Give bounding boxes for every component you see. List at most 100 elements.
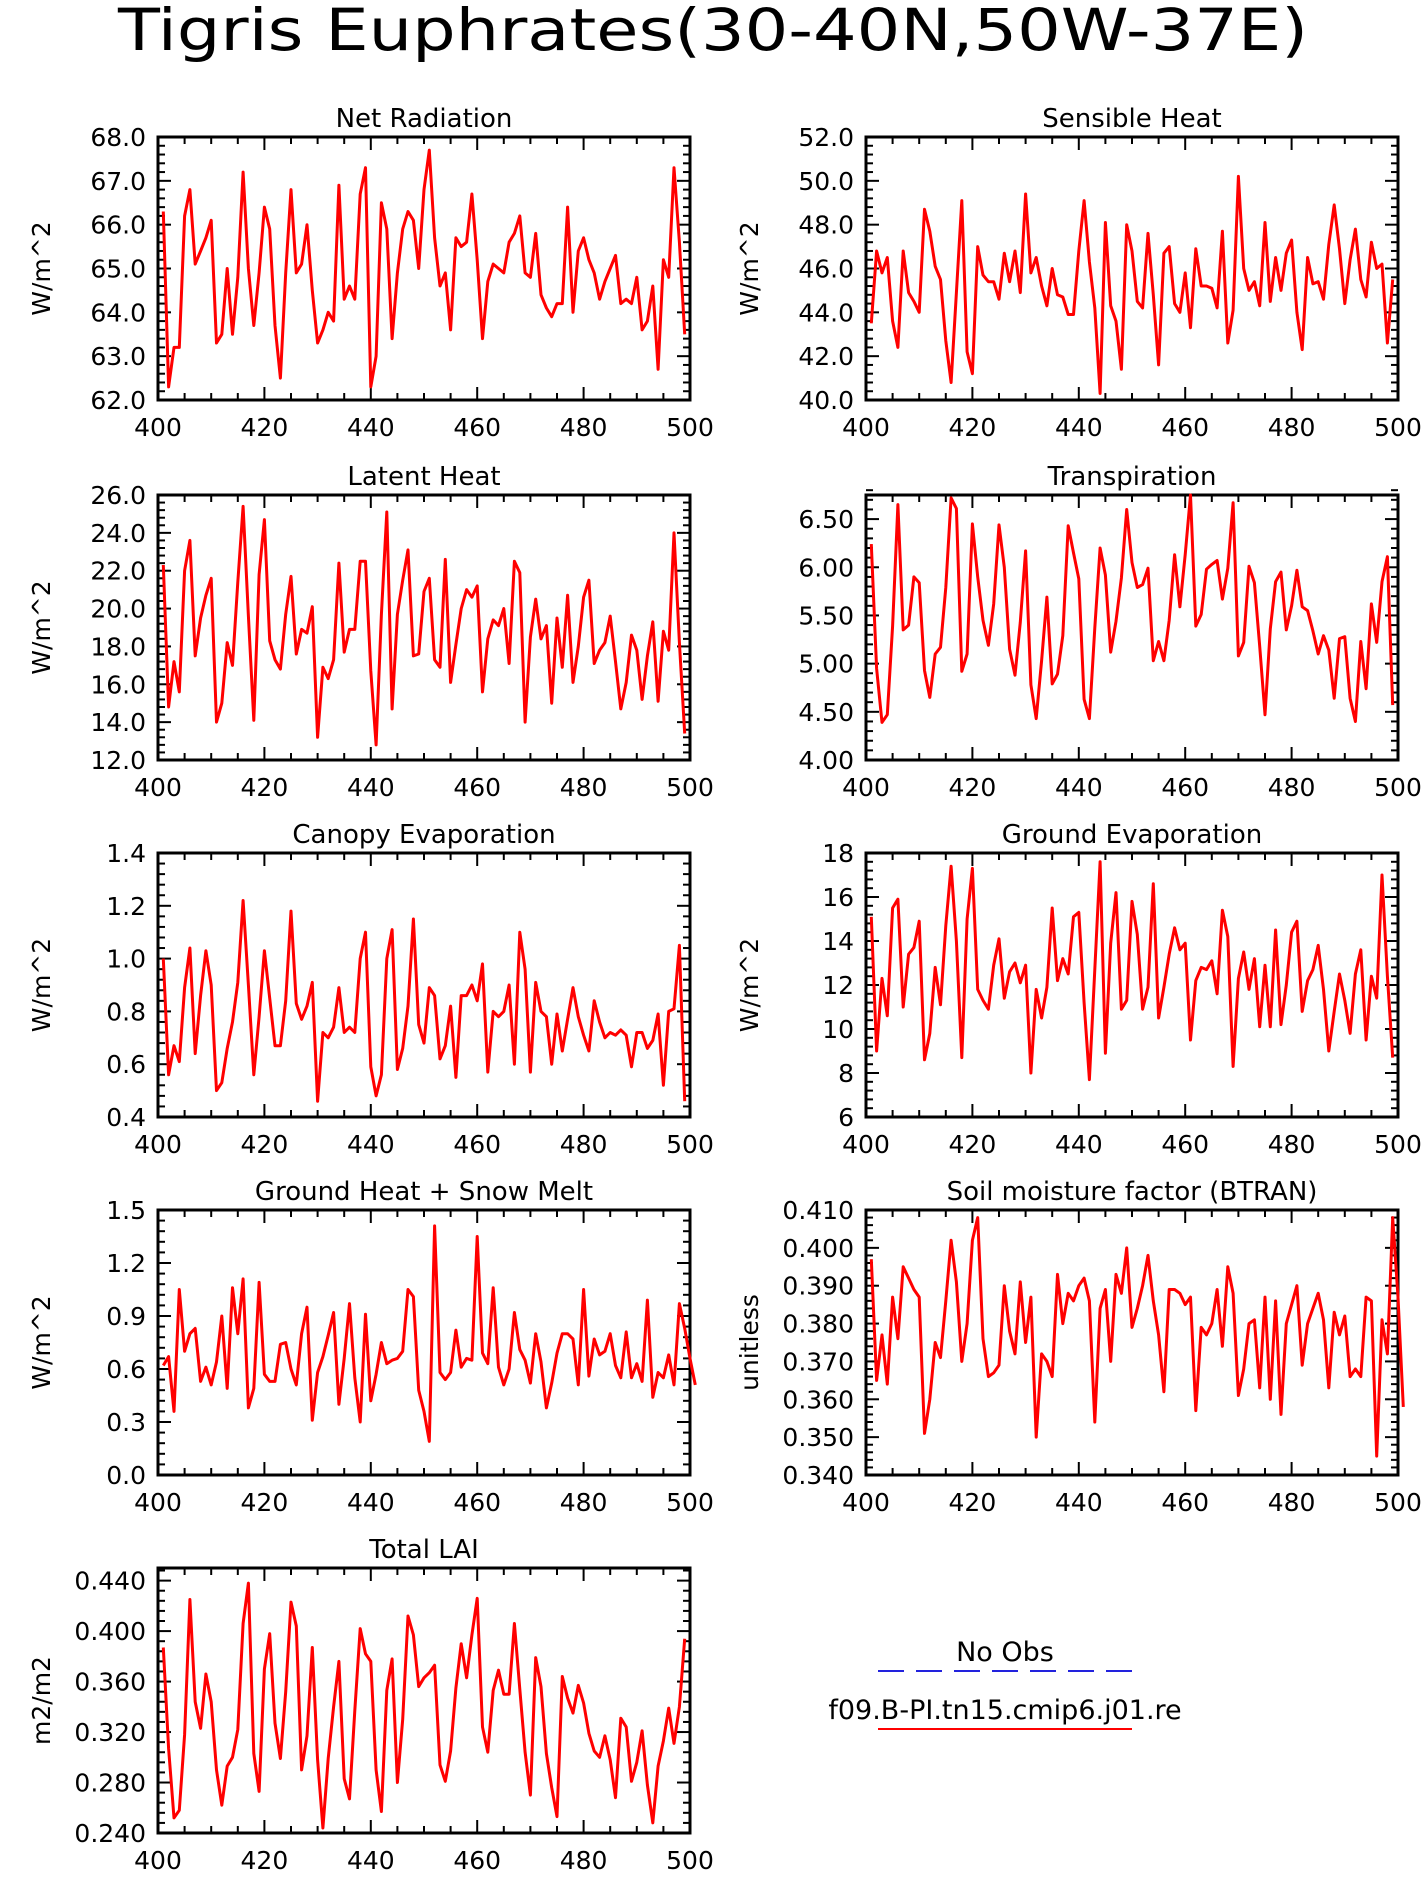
y-tick-label: 40.0 (798, 386, 854, 415)
y-tick-label: 0.9 (106, 1302, 146, 1331)
plot-frame (864, 851, 1400, 1119)
x-tick-label: 420 (949, 1130, 997, 1159)
x-tick-label: 440 (1055, 413, 1103, 442)
y-axis-label: W/m^2 (735, 221, 764, 315)
y-tick-label: 0.4 (106, 1103, 146, 1132)
y-tick-label: 12.0 (90, 746, 146, 775)
y-tick-label: 44.0 (798, 298, 854, 327)
y-tick-label: 0.360 (782, 1385, 854, 1414)
y-tick-label: 68.0 (90, 123, 146, 152)
y-tick-label: 62.0 (90, 386, 146, 415)
y-axis-label: W/m^2 (27, 938, 56, 1032)
y-axis-label: W/m^2 (735, 938, 764, 1032)
y-tick-label: 64.0 (90, 298, 146, 327)
series-line (161, 899, 687, 1103)
x-tick-label: 480 (560, 1846, 608, 1875)
y-tick-label: 48.0 (798, 211, 854, 240)
y-tick-label: 5.00 (798, 650, 854, 679)
x-tick-label: 420 (949, 1488, 997, 1517)
series-line (869, 860, 1395, 1082)
y-tick-label: 0.3 (106, 1408, 146, 1437)
x-tick-label: 500 (666, 413, 714, 442)
panel-sensible-heat: 400 420 440 460 480 500 40.0 42.0 44.0 46.0 48.0 50… (735, 104, 1422, 442)
x-tick-label: 440 (347, 1488, 395, 1517)
y-tick-label: 16 (822, 883, 854, 912)
plot-frame (864, 493, 1400, 762)
y-tick-label: 1.2 (106, 1249, 146, 1278)
panel-title: Ground Heat + Snow Melt (255, 1177, 593, 1207)
x-tick-label: 480 (1268, 1130, 1316, 1159)
panel-total-lai: 400 420 440 460 480 500 0.240 0.280 0.320 0.360 0.… (27, 1535, 714, 1875)
y-tick-label: 4.00 (798, 746, 854, 775)
y-tick-label: 0.240 (74, 1819, 146, 1848)
x-tick-label: 460 (1161, 413, 1209, 442)
x-tick-label: 440 (347, 773, 395, 802)
plot-frame (864, 1208, 1400, 1477)
y-tick-label: 0.350 (782, 1423, 854, 1452)
x-tick-label: 420 (949, 413, 997, 442)
x-tick-label: 400 (842, 1130, 890, 1159)
y-axis-label: m2/m2 (27, 1656, 56, 1745)
panels: 400 420 440 460 480 500 62.0 63.0 64.0 65.0 66.0 67… (27, 104, 1422, 1875)
x-tick-label: 500 (666, 773, 714, 802)
x-tick-label: 460 (1161, 1130, 1209, 1159)
y-tick-label: 24.0 (90, 519, 146, 548)
x-tick-label: 500 (666, 1846, 714, 1875)
panel-canopy-evaporation: 400 420 440 460 480 500 0.4 0.6 0.8 1.0 1.2 1.4 Cano… (27, 820, 714, 1159)
y-axis-label: W/m^2 (27, 580, 56, 674)
panel-title: Total LAI (368, 1535, 479, 1565)
y-tick-label: 0.410 (782, 1196, 854, 1225)
y-tick-label: 14 (822, 927, 854, 956)
y-tick-label: 42.0 (798, 342, 854, 371)
x-tick-label: 420 (241, 413, 289, 442)
y-axis-label: W/m^2 (27, 1295, 56, 1389)
y-tick-label: 65.0 (90, 255, 146, 284)
y-tick-label: 66.0 (90, 211, 146, 240)
x-tick-label: 460 (453, 1846, 501, 1875)
panel-latent-heat: 400 420 440 460 480 500 12.0 14.0 16.0 18.0 20.0 22… (27, 462, 714, 802)
panel-transpiration: 400 420 440 460 480 500 4.00 4.50 5.00 5.50 6.00 6.… (798, 462, 1422, 802)
x-tick-label: 500 (1374, 1130, 1422, 1159)
panel-ground-heat-snow-melt: 400 420 440 460 480 500 0.0 0.3 0.6 0.9 1.2 1.5 Grou… (27, 1177, 714, 1517)
series-line (161, 1581, 687, 1830)
panel-title: Transpiration (1047, 462, 1217, 492)
y-tick-label: 50.0 (798, 167, 854, 196)
x-tick-label: 420 (949, 773, 997, 802)
panel-title: Latent Heat (347, 462, 500, 492)
x-tick-label: 400 (842, 1488, 890, 1517)
plot-frame (864, 135, 1400, 402)
panel-ground-evaporation: 400 420 440 460 480 500 6 8 10 12 14 16 18 Ground Eva… (735, 820, 1422, 1159)
x-tick-label: 480 (560, 413, 608, 442)
x-tick-label: 420 (241, 1846, 289, 1875)
panel-soil-moisture-factor-btran: 400 420 440 460 480 500 0.340 0.350 0.360 0.370 0.… (735, 1177, 1422, 1517)
y-tick-label: 0.380 (782, 1310, 854, 1339)
y-tick-label: 14.0 (90, 708, 146, 737)
x-tick-label: 400 (134, 1488, 182, 1517)
x-tick-label: 440 (1055, 773, 1103, 802)
figure-title: Tigris Euphrates(30-40N,50W-37E) (117, 0, 1308, 64)
series-line (161, 148, 687, 389)
y-tick-label: 0.280 (74, 1769, 146, 1798)
x-tick-label: 400 (134, 1130, 182, 1159)
x-tick-label: 440 (347, 413, 395, 442)
y-tick-label: 1.0 (106, 945, 146, 974)
x-tick-label: 480 (560, 773, 608, 802)
y-tick-label: 0.8 (106, 997, 146, 1026)
panel-title: Ground Evaporation (1002, 820, 1262, 850)
y-tick-label: 0.0 (106, 1461, 146, 1490)
legend-label-obs: No Obs (956, 1637, 1054, 1668)
y-tick-label: 0.400 (782, 1234, 854, 1263)
x-tick-label: 460 (453, 773, 501, 802)
y-axis-label: unitless (735, 1294, 764, 1391)
y-tick-label: 18 (822, 839, 854, 868)
y-tick-label: 0.440 (74, 1567, 146, 1596)
x-tick-label: 460 (1161, 1488, 1209, 1517)
x-tick-label: 420 (241, 1488, 289, 1517)
x-tick-label: 460 (453, 1130, 501, 1159)
x-tick-label: 500 (666, 1488, 714, 1517)
panel-title: Sensible Heat (1042, 104, 1221, 134)
y-tick-label: 0.6 (106, 1355, 146, 1384)
x-tick-label: 400 (134, 773, 182, 802)
y-tick-label: 16.0 (90, 670, 146, 699)
